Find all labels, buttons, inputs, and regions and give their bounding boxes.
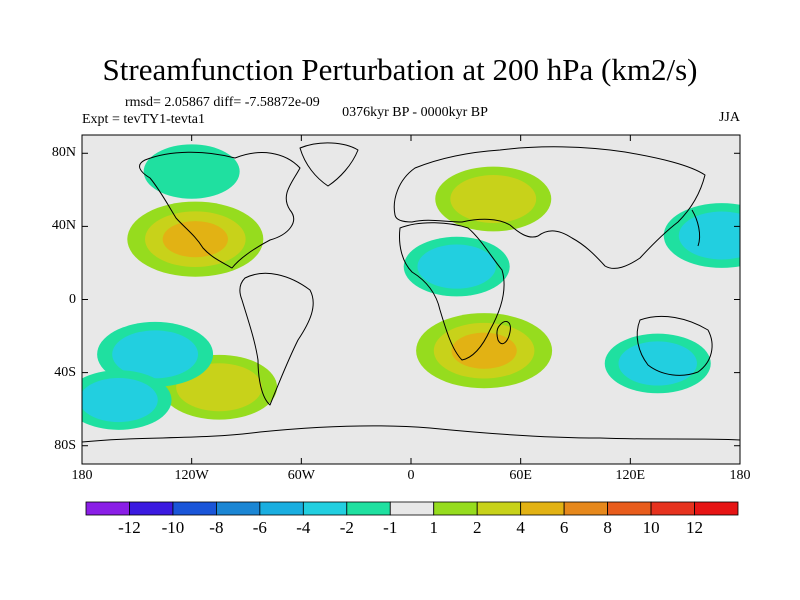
anomaly-4	[663, 203, 740, 268]
coast-europe-asia	[393, 146, 706, 269]
colorbar-swatch	[520, 501, 565, 516]
x-tick-label: 120W	[174, 468, 209, 483]
chart-title: Streamfunction Perturbation at 200 hPa (…	[102, 52, 698, 87]
x-axis-ticks	[81, 135, 741, 464]
y-tick-label: 80N	[51, 145, 76, 161]
anomaly-band	[451, 332, 517, 369]
colorbar-label: -2	[339, 518, 354, 537]
coast-antarctica	[82, 425, 740, 443]
anomaly-band	[112, 330, 199, 379]
y-tick-label: 40S	[54, 364, 76, 380]
coast-japan	[691, 209, 701, 247]
colorbar-swatch	[650, 501, 695, 516]
y-axis-ticks	[82, 152, 740, 447]
anomaly-2	[416, 313, 553, 389]
colorbar-swatch	[607, 501, 652, 516]
colorbar-swatch	[694, 501, 739, 516]
x-tick-label: 180	[71, 468, 93, 483]
anomaly-band	[417, 244, 496, 289]
colorbar-label: 2	[472, 518, 482, 537]
experiment-subtitle: Expt = tevTY1-tevta1	[82, 112, 205, 127]
x-tick-label: 0	[407, 468, 415, 483]
colorbar-swatch	[85, 501, 130, 516]
colorbar-label: 4	[516, 518, 525, 537]
x-tick-label: 120E	[615, 468, 646, 483]
anomaly-5	[403, 236, 510, 297]
coast-south-america	[239, 272, 314, 406]
x-tick-label: 180	[729, 468, 751, 483]
y-tick-label: 0	[69, 291, 76, 307]
anomaly-8	[82, 370, 172, 430]
season-subtitle: JJA	[718, 110, 740, 125]
anomaly-band	[82, 377, 158, 423]
coast-madagascar	[496, 321, 511, 345]
colorbar-swatch	[389, 501, 435, 516]
anomaly-band	[618, 341, 697, 386]
anomaly-0	[127, 201, 264, 277]
anomaly-1	[435, 166, 552, 232]
stats-subtitle: rmsd= 2.05867 diff= -7.58872e-09	[125, 95, 320, 110]
y-tick-label: 80S	[54, 437, 76, 453]
colorbar	[85, 501, 739, 516]
colorbar-swatch	[476, 501, 522, 516]
coast-australia	[636, 315, 713, 376]
colorbar-swatch	[172, 501, 217, 516]
colorbar-label: -1	[383, 518, 398, 537]
colorbar-swatch	[563, 501, 609, 516]
anomaly-9	[143, 144, 240, 199]
colorbar-label: 12	[686, 518, 704, 537]
anomaly-band	[450, 174, 537, 223]
colorbar-swatch	[259, 501, 304, 516]
y-tick-label: 40N	[51, 218, 76, 234]
colorbar-label: -12	[118, 518, 141, 537]
coast-greenland	[299, 142, 359, 187]
x-tick-label: 60W	[287, 468, 315, 483]
anomaly-band	[162, 221, 228, 258]
colorbar-label: 1	[429, 518, 438, 537]
colorbar-swatch	[346, 501, 391, 516]
colorbar-label: 6	[559, 518, 569, 537]
colorbar-label: -8	[209, 518, 224, 537]
anomaly-layer	[82, 144, 740, 430]
colorbar-swatch	[215, 501, 261, 516]
coast-africa	[399, 222, 505, 361]
x-tick-label: 60E	[509, 468, 532, 483]
anomaly-7	[604, 333, 711, 394]
colorbar-swatch	[302, 501, 348, 516]
colorbar-label: -4	[296, 518, 311, 537]
coast-north-america	[139, 151, 301, 269]
time-subtitle: 0376kyr BP - 0000kyr BP	[342, 105, 488, 120]
colorbar-label: 8	[603, 518, 612, 537]
colorbar-swatch	[129, 501, 174, 516]
colorbar-label: -6	[252, 518, 267, 537]
colorbar-label: -10	[161, 518, 185, 537]
colorbar-label: 10	[642, 518, 660, 537]
anomaly-band	[678, 211, 740, 260]
anomaly-band	[143, 144, 240, 199]
colorbar-swatch	[433, 501, 478, 516]
coastline-layer	[82, 142, 740, 443]
